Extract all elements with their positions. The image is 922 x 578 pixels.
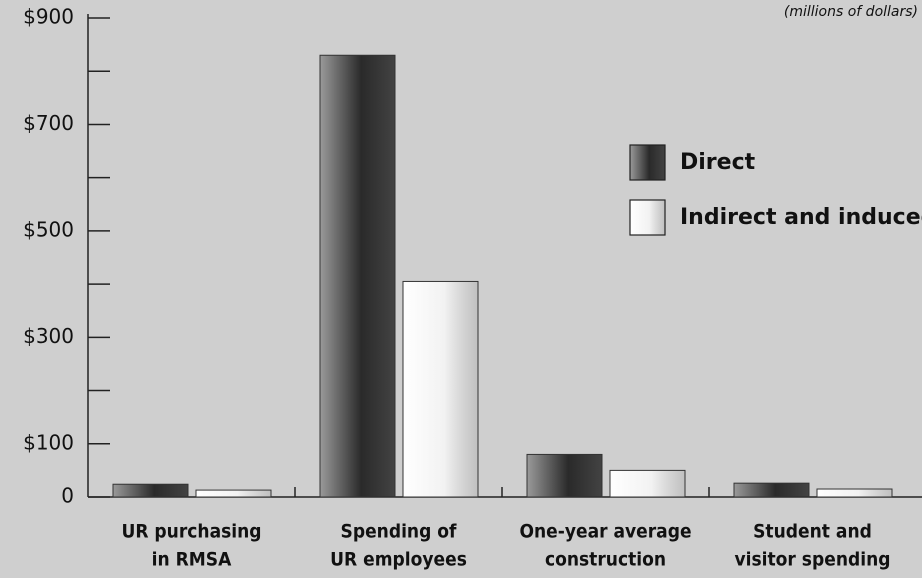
x-tick-label: visitor spending	[734, 549, 890, 571]
legend-swatch	[629, 199, 666, 236]
y-tick-label: $300	[23, 324, 74, 348]
bar	[112, 483, 189, 498]
bar	[733, 482, 810, 498]
bar	[526, 453, 603, 498]
y-tick-label: 0	[61, 484, 74, 508]
y-tick-label: $700	[23, 111, 74, 135]
x-tick-label: UR employees	[330, 549, 467, 571]
bar	[609, 469, 686, 498]
legend-label: Indirect and induced	[680, 205, 922, 230]
bar	[816, 488, 893, 498]
x-tick-label: One-year average	[519, 521, 691, 543]
y-tick-label: $900	[23, 5, 74, 29]
x-tick-label: UR purchasing	[121, 521, 261, 543]
legend-label: Direct	[680, 150, 756, 175]
bar	[319, 54, 396, 498]
x-tick-label: construction	[545, 549, 666, 571]
y-tick-label: $500	[23, 217, 74, 241]
bar	[402, 280, 479, 498]
x-tick-label: Student and	[753, 521, 872, 543]
y-tick-label: $100	[23, 430, 74, 454]
bar	[195, 489, 272, 498]
x-tick-label: Spending of	[341, 521, 458, 543]
legend-swatch	[629, 144, 666, 181]
x-tick-label: in RMSA	[152, 549, 232, 571]
unit-note: (millions of dollars)	[784, 4, 918, 20]
